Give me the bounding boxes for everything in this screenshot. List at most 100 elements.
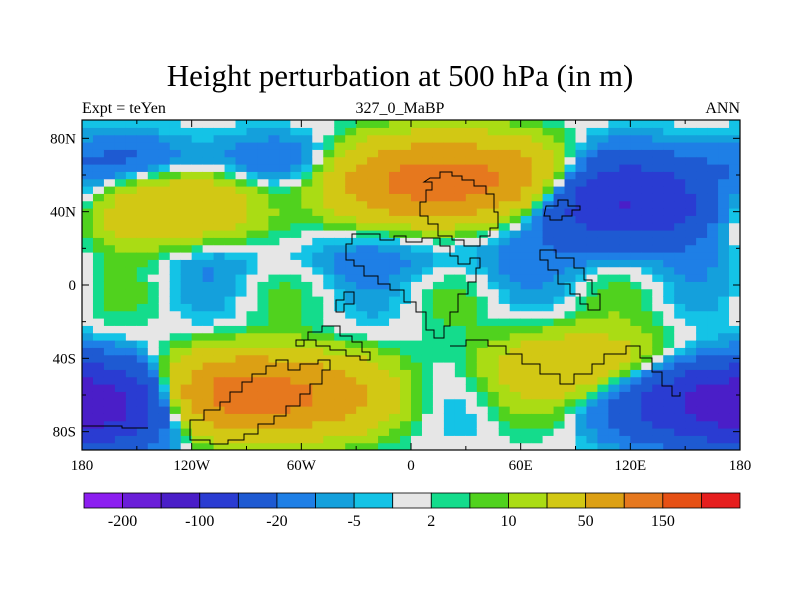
- contour-cell: [257, 369, 270, 378]
- contour-cell: [729, 142, 740, 150]
- contour-cell: [476, 354, 489, 363]
- contour-cell: [553, 134, 566, 143]
- contour-cell: [465, 178, 478, 187]
- contour-cell: [498, 362, 511, 370]
- contour-cell: [553, 200, 566, 209]
- contour-cell: [334, 120, 346, 128]
- contour-cell: [312, 420, 324, 429]
- contour-cell: [191, 442, 204, 450]
- contour-cell: [630, 435, 642, 444]
- contour-cell: [575, 186, 588, 194]
- contour-cell: [652, 362, 664, 370]
- contour-cell: [235, 354, 248, 363]
- contour-cell: [707, 193, 719, 202]
- contour-cell: [389, 398, 401, 407]
- contour-cell: [125, 259, 138, 268]
- contour-cell: [367, 156, 379, 165]
- contour-cell: [114, 362, 127, 370]
- contour-cell: [411, 149, 423, 158]
- contour-cell: [454, 208, 467, 216]
- contour-cell: [169, 428, 182, 436]
- contour-cell: [685, 406, 697, 414]
- contour-cell: [323, 274, 335, 282]
- contour-cell: [454, 413, 467, 422]
- contour-cell: [125, 178, 138, 187]
- contour-cell: [674, 244, 686, 253]
- contour-cell: [114, 222, 127, 231]
- contour-cell: [465, 215, 478, 224]
- contour-cell: [224, 435, 237, 444]
- contour-cell: [334, 215, 346, 224]
- contour-cell: [334, 142, 346, 150]
- contour-cell: [114, 186, 127, 194]
- contour-cell: [520, 266, 533, 275]
- contour-cell: [367, 142, 379, 150]
- contour-cell: [487, 347, 500, 356]
- contour-cell: [103, 413, 116, 422]
- contour-cell: [235, 215, 248, 224]
- contour-cell: [707, 237, 719, 246]
- contour-cell: [312, 164, 324, 172]
- contour-cell: [619, 369, 631, 378]
- contour-cell: [191, 281, 204, 290]
- contour-cell: [257, 178, 270, 187]
- contour-cell: [158, 274, 171, 282]
- contour-cell: [685, 347, 697, 356]
- contour-cell: [400, 354, 412, 363]
- contour-cell: [82, 420, 94, 429]
- contour-cell: [531, 134, 544, 143]
- contour-cell: [553, 288, 566, 297]
- contour-cell: [180, 413, 193, 422]
- contour-cell: [696, 398, 708, 407]
- contour-cell: [652, 244, 664, 253]
- contour-cell: [169, 288, 182, 297]
- contour-cell: [454, 384, 467, 392]
- contour-cell: [707, 149, 719, 158]
- contour-cell: [619, 296, 631, 304]
- contour-cell: [465, 230, 478, 238]
- contour-cell: [520, 310, 533, 319]
- colorbar-swatch: [701, 492, 741, 509]
- contour-cell: [641, 369, 653, 378]
- contour-cell: [729, 237, 740, 246]
- contour-cell: [575, 384, 588, 392]
- contour-cell: [323, 354, 335, 363]
- contour-cell: [158, 178, 171, 187]
- contour-cell: [421, 200, 434, 209]
- contour-cell: [432, 127, 445, 136]
- contour-cell: [564, 208, 577, 216]
- contour-cell: [630, 376, 642, 385]
- contour-cell: [147, 296, 160, 304]
- contour-cell: [191, 142, 204, 150]
- contour-cell: [597, 149, 609, 158]
- contour-cell: [136, 420, 149, 429]
- contour-cell: [279, 178, 291, 187]
- contour-cell: [246, 186, 259, 194]
- contour-cell: [421, 384, 434, 392]
- contour-cell: [114, 332, 127, 341]
- contour-cell: [334, 406, 346, 414]
- contour-cell: [597, 230, 609, 238]
- contour-cell: [114, 391, 127, 400]
- contour-cell: [564, 296, 577, 304]
- contour-cell: [718, 384, 730, 392]
- contour-cell: [718, 252, 730, 260]
- contour-cell: [323, 215, 335, 224]
- contour-cell: [345, 362, 357, 370]
- contour-cell: [356, 288, 368, 297]
- contour-cell: [213, 142, 226, 150]
- contour-cell: [411, 406, 423, 414]
- contour-cell: [213, 237, 226, 246]
- contour-cell: [180, 200, 193, 209]
- contour-cell: [246, 244, 259, 253]
- contour-cell: [312, 303, 324, 312]
- contour-cell: [169, 398, 182, 407]
- contour-cell: [268, 325, 280, 334]
- contour-cell: [114, 171, 127, 180]
- contour-cell: [542, 420, 555, 429]
- contour-cell: [268, 178, 280, 187]
- colorbar-label: 50: [578, 513, 594, 530]
- contour-cell: [498, 369, 511, 378]
- contour-cell: [114, 442, 127, 450]
- contour-cell: [136, 318, 149, 326]
